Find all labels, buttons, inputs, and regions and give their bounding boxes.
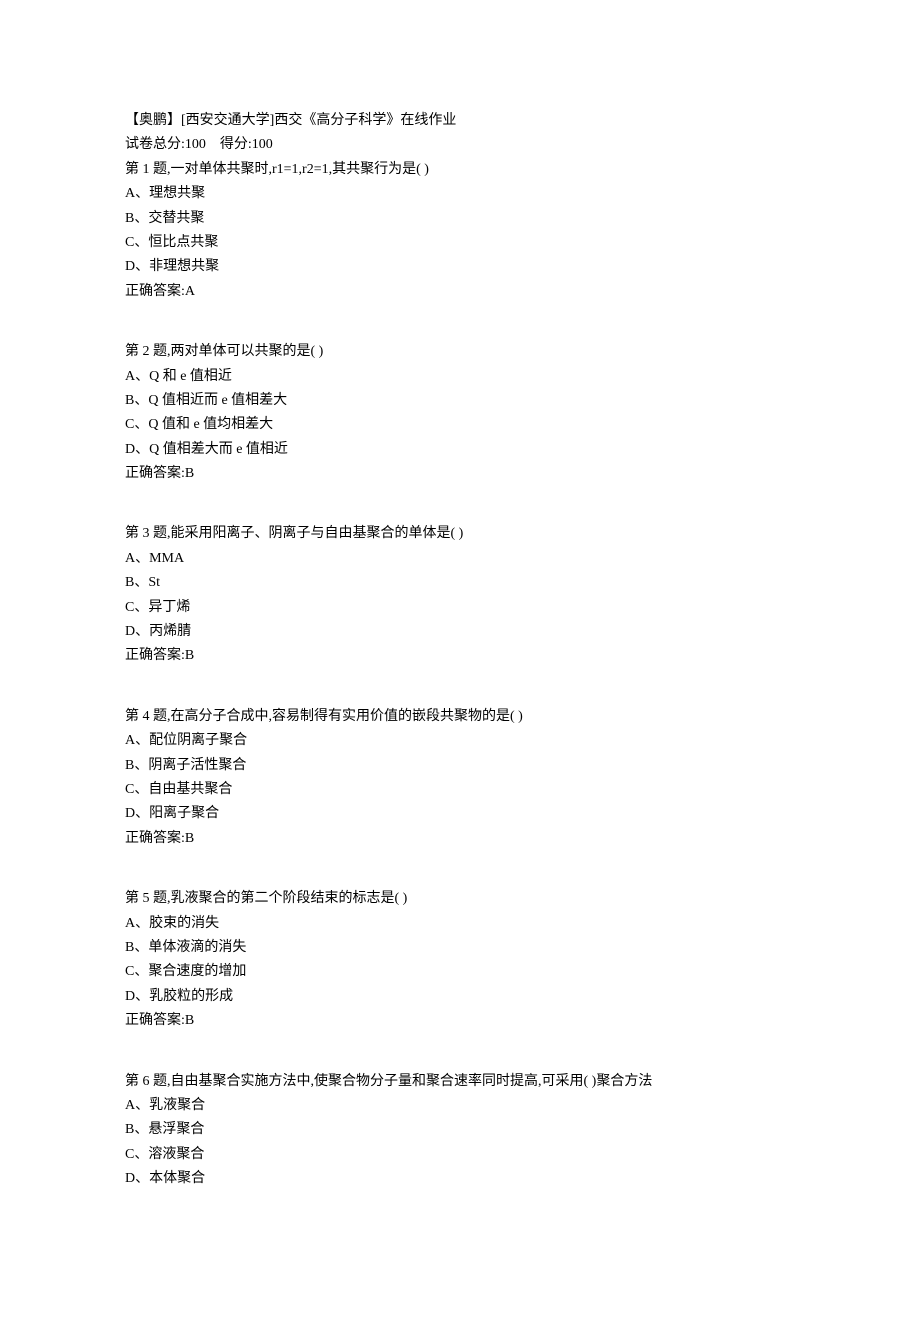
- option-d: D、乳胶粒的形成: [125, 986, 795, 1008]
- option-c: C、恒比点共聚: [125, 232, 795, 254]
- option-d: D、非理想共聚: [125, 256, 795, 278]
- option-a: A、胶束的消失: [125, 913, 795, 935]
- option-b: B、Q 值相近而 e 值相差大: [125, 390, 795, 412]
- option-b: B、St: [125, 572, 795, 594]
- option-a: A、理想共聚: [125, 183, 795, 205]
- question-prompt: 第 5 题,乳液聚合的第二个阶段结束的标志是( ): [125, 888, 795, 910]
- question-4: 第 4 题,在高分子合成中,容易制得有实用价值的嵌段共聚物的是( ) A、配位阴…: [125, 706, 795, 850]
- option-c: C、Q 值和 e 值均相差大: [125, 414, 795, 436]
- question-3: 第 3 题,能采用阳离子、阴离子与自由基聚合的单体是( ) A、MMA B、St…: [125, 523, 795, 667]
- correct-answer: 正确答案:B: [125, 463, 795, 485]
- option-b: B、阴离子活性聚合: [125, 755, 795, 777]
- option-a: A、MMA: [125, 548, 795, 570]
- option-c: C、溶液聚合: [125, 1144, 795, 1166]
- correct-answer: 正确答案:B: [125, 645, 795, 667]
- option-b: B、交替共聚: [125, 208, 795, 230]
- question-prompt: 第 4 题,在高分子合成中,容易制得有实用价值的嵌段共聚物的是( ): [125, 706, 795, 728]
- option-a: A、配位阴离子聚合: [125, 730, 795, 752]
- question-5: 第 5 题,乳液聚合的第二个阶段结束的标志是( ) A、胶束的消失 B、单体液滴…: [125, 888, 795, 1032]
- option-b: B、悬浮聚合: [125, 1119, 795, 1141]
- option-d: D、丙烯腈: [125, 621, 795, 643]
- document-title: 【奥鹏】[西安交通大学]西交《高分子科学》在线作业: [125, 110, 795, 132]
- option-d: D、本体聚合: [125, 1168, 795, 1190]
- question-2: 第 2 题,两对单体可以共聚的是( ) A、Q 和 e 值相近 B、Q 值相近而…: [125, 341, 795, 485]
- option-a: A、乳液聚合: [125, 1095, 795, 1117]
- option-b: B、单体液滴的消失: [125, 937, 795, 959]
- question-6: 第 6 题,自由基聚合实施方法中,使聚合物分子量和聚合速率同时提高,可采用( )…: [125, 1071, 795, 1191]
- option-c: C、自由基共聚合: [125, 779, 795, 801]
- question-prompt: 第 2 题,两对单体可以共聚的是( ): [125, 341, 795, 363]
- option-c: C、异丁烯: [125, 597, 795, 619]
- question-prompt: 第 3 题,能采用阳离子、阴离子与自由基聚合的单体是( ): [125, 523, 795, 545]
- option-a: A、Q 和 e 值相近: [125, 366, 795, 388]
- question-1: 第 1 题,一对单体共聚时,r1=1,r2=1,其共聚行为是( ) A、理想共聚…: [125, 159, 795, 303]
- score-line: 试卷总分:100 得分:100: [125, 134, 795, 156]
- correct-answer: 正确答案:A: [125, 281, 795, 303]
- correct-answer: 正确答案:B: [125, 1010, 795, 1032]
- question-prompt: 第 1 题,一对单体共聚时,r1=1,r2=1,其共聚行为是( ): [125, 159, 795, 181]
- document-header: 【奥鹏】[西安交通大学]西交《高分子科学》在线作业 试卷总分:100 得分:10…: [125, 110, 795, 157]
- option-d: D、阳离子聚合: [125, 803, 795, 825]
- correct-answer: 正确答案:B: [125, 828, 795, 850]
- option-c: C、聚合速度的增加: [125, 961, 795, 983]
- question-prompt: 第 6 题,自由基聚合实施方法中,使聚合物分子量和聚合速率同时提高,可采用( )…: [125, 1071, 795, 1093]
- option-d: D、Q 值相差大而 e 值相近: [125, 439, 795, 461]
